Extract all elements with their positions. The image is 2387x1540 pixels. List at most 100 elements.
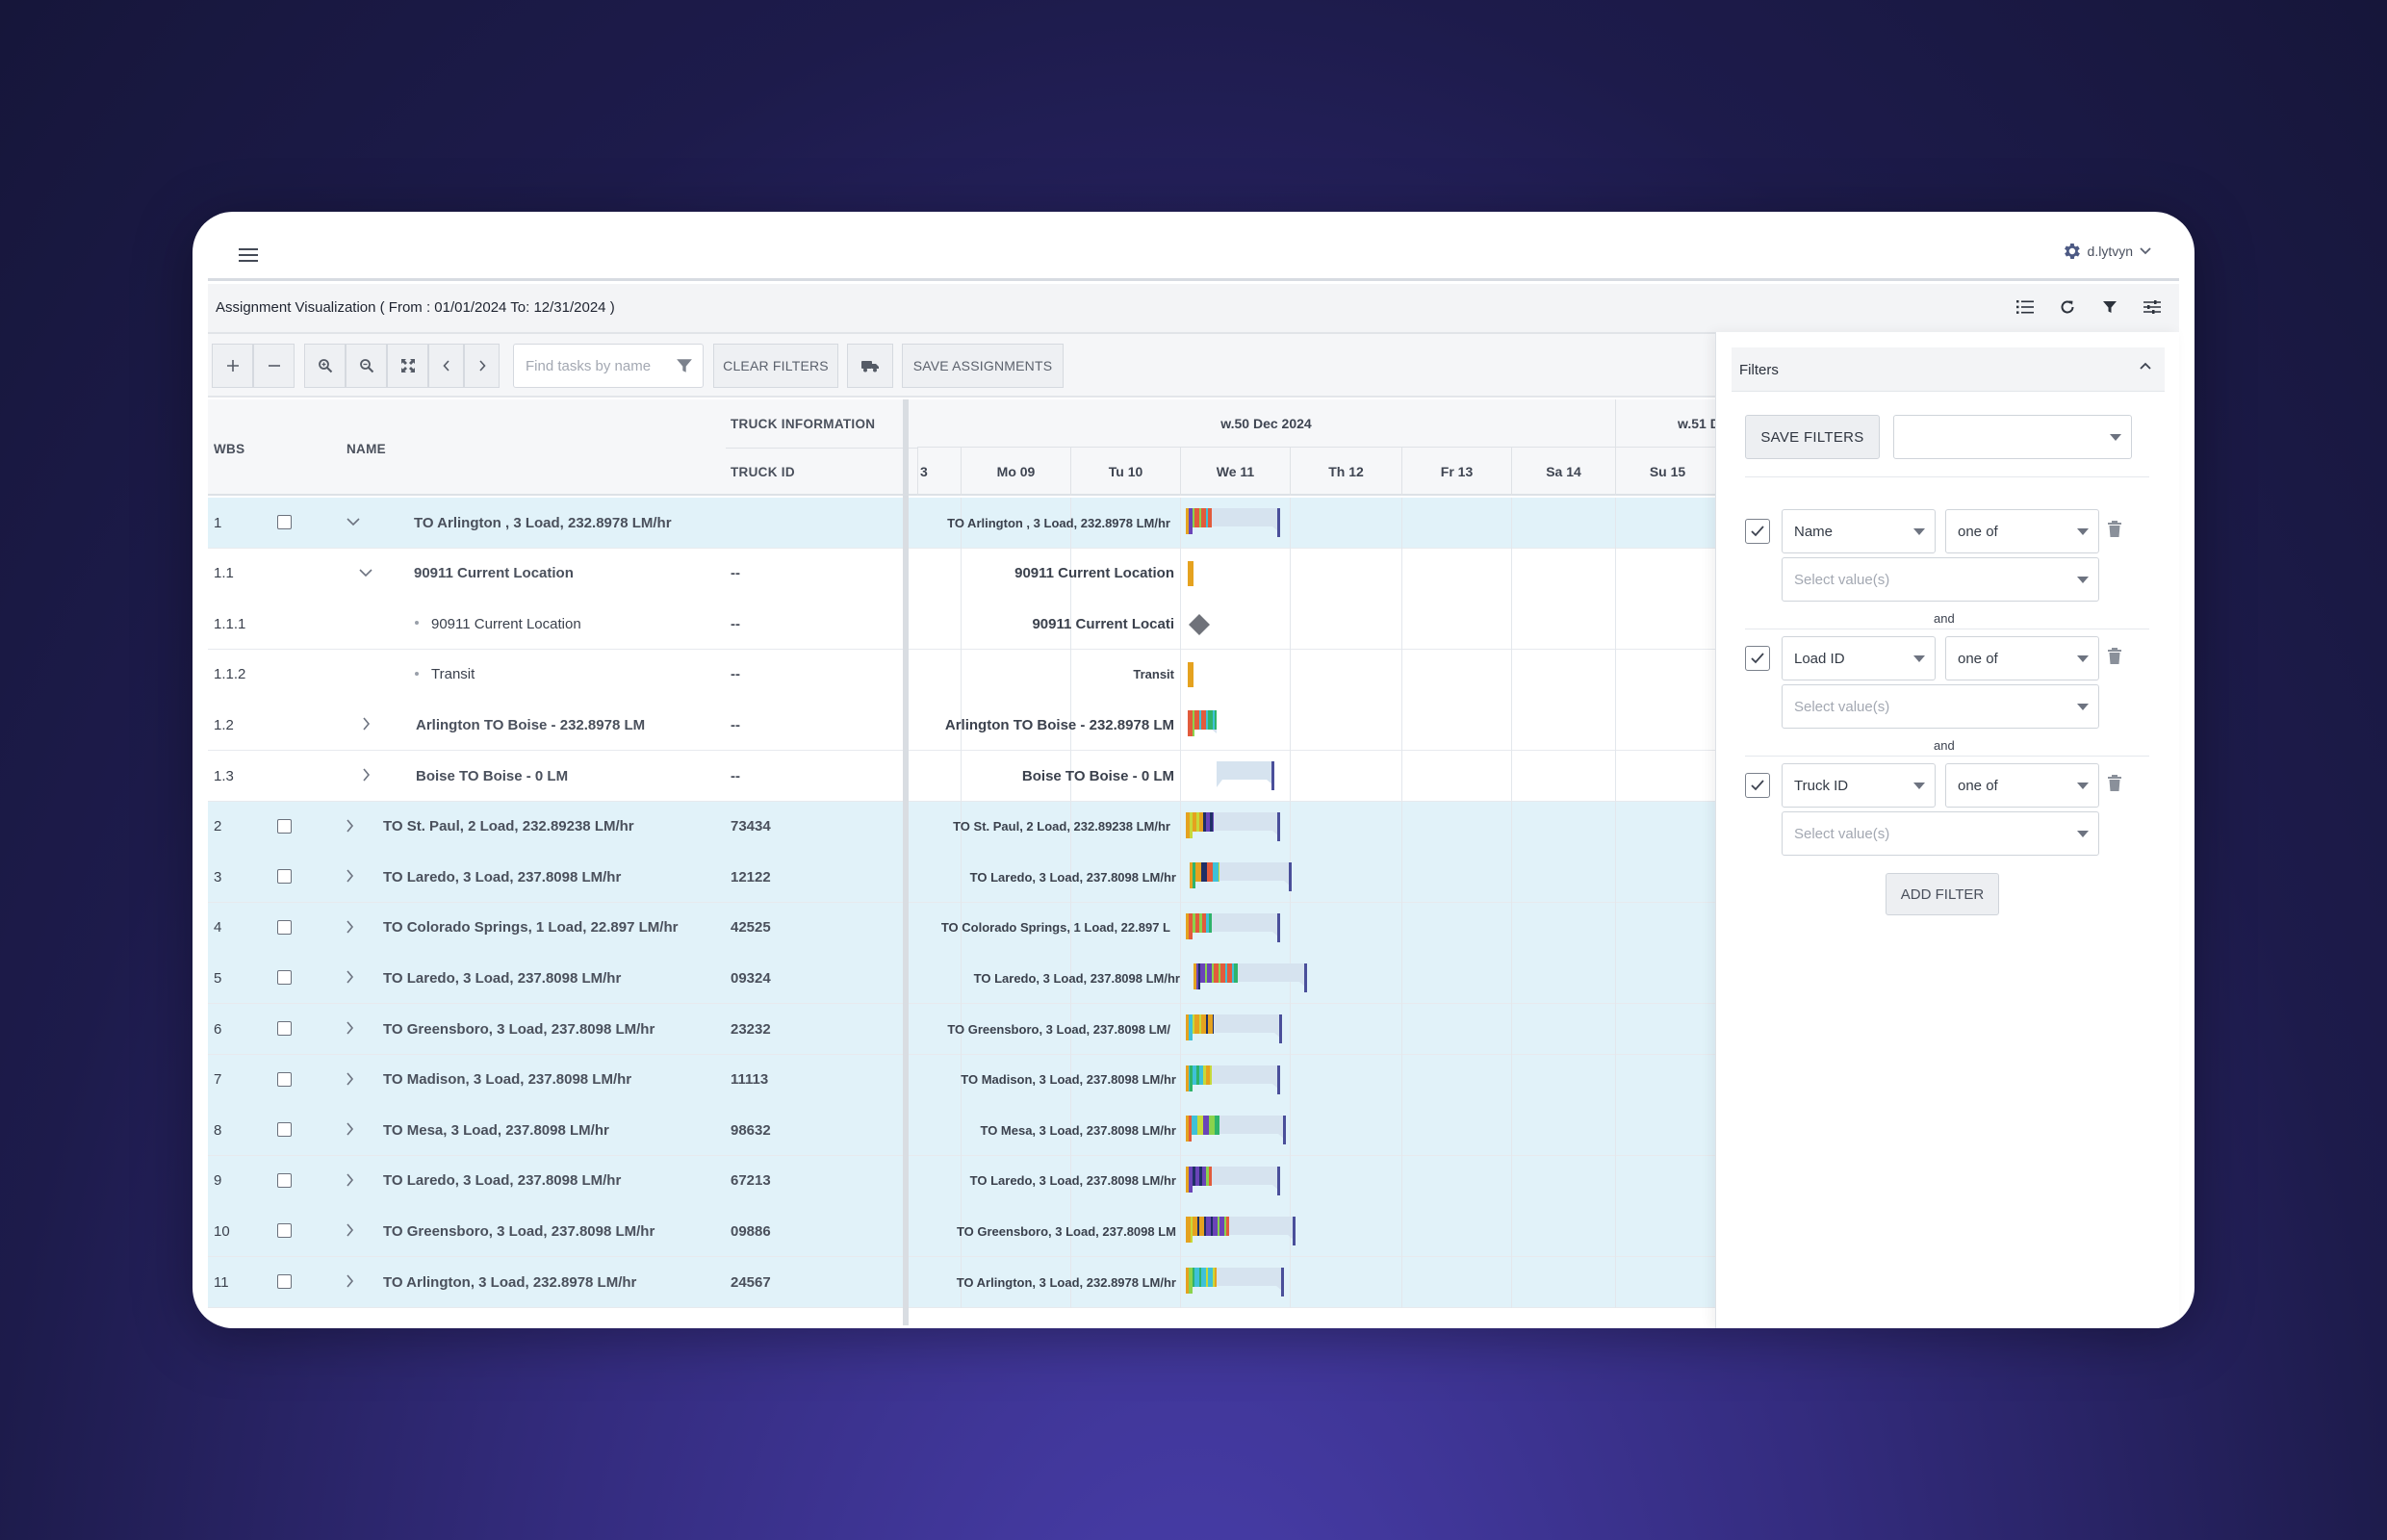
summary-bar[interactable]	[1190, 862, 1292, 892]
table-row[interactable]: 11 TO Arlington, 3 Load, 232.8978 LM/hr 24…	[208, 1257, 1719, 1308]
name-column-header[interactable]: NAME	[346, 442, 386, 456]
next-button[interactable]	[464, 344, 500, 388]
filter-icon[interactable]	[676, 357, 693, 374]
chevron-right-icon[interactable]	[341, 815, 358, 836]
filter-values-select[interactable]: Select value(s)	[1782, 557, 2099, 602]
chevron-right-icon[interactable]	[341, 966, 358, 988]
table-row[interactable]: 10 TO Greensboro, 3 Load, 237.8098 LM/hr 0…	[208, 1206, 1719, 1258]
task-name[interactable]: TO Laredo, 3 Load, 237.8098 LM/hr	[383, 868, 622, 886]
chevron-down-icon[interactable]	[357, 562, 374, 583]
filter-values-select[interactable]: Select value(s)	[1782, 811, 2099, 856]
table-row[interactable]: 5 TO Laredo, 3 Load, 237.8098 LM/hr 09324 T…	[208, 953, 1719, 1005]
task-name[interactable]: TO Greensboro, 3 Load, 237.8098 LM/hr	[383, 1222, 655, 1240]
row-checkbox[interactable]	[277, 818, 292, 834]
task-name[interactable]: TO Laredo, 3 Load, 237.8098 LM/hr	[383, 1172, 622, 1190]
refresh-icon[interactable]	[2058, 297, 2077, 317]
task-name[interactable]: 90911 Current Location	[414, 565, 574, 582]
row-checkbox[interactable]	[277, 1172, 292, 1188]
row-checkbox[interactable]	[277, 970, 292, 986]
table-row[interactable]: 1.1.1 90911 Current Location -- 90911 Curre…	[208, 599, 1719, 651]
row-checkbox[interactable]	[277, 515, 292, 529]
chevron-down-icon[interactable]	[345, 511, 362, 532]
saved-filter-select[interactable]	[1893, 415, 2132, 459]
summary-bar[interactable]	[1186, 811, 1280, 841]
user-menu[interactable]: d.lytvyn	[2061, 241, 2152, 262]
filter-values-select[interactable]: Select value(s)	[1782, 684, 2099, 729]
row-checkbox[interactable]	[277, 1122, 292, 1138]
task-name[interactable]: Arlington TO Boise - 232.8978 LM	[416, 716, 646, 733]
task-name[interactable]: TO Arlington, 3 Load, 232.8978 LM/hr	[383, 1273, 637, 1291]
table-row[interactable]: 9 TO Laredo, 3 Load, 237.8098 LM/hr 67213 T…	[208, 1155, 1719, 1207]
summary-bar[interactable]	[1186, 508, 1280, 537]
chevron-right-icon[interactable]	[341, 1270, 358, 1292]
save-filters-button[interactable]: SAVE FILTERS	[1745, 415, 1880, 459]
trash-icon[interactable]	[2107, 648, 2124, 667]
task-name[interactable]: TO St. Paul, 2 Load, 232.89238 LM/hr	[383, 818, 634, 835]
summary-bar[interactable]	[1186, 1217, 1296, 1246]
chevron-right-icon[interactable]	[341, 1118, 358, 1140]
table-row[interactable]: 4 TO Colorado Springs, 1 Load, 22.897 LM/…	[208, 902, 1719, 954]
trash-icon[interactable]	[2107, 521, 2124, 540]
add-filter-button[interactable]: ADD FILTER	[1886, 873, 1999, 915]
row-checkbox[interactable]	[277, 1274, 292, 1289]
summary-bar[interactable]	[1217, 761, 1274, 790]
task-name[interactable]: 90911 Current Location	[431, 615, 581, 632]
chevron-right-icon[interactable]	[357, 764, 374, 785]
task-name[interactable]: Transit	[431, 666, 475, 683]
task-name[interactable]: TO Mesa, 3 Load, 237.8098 LM/hr	[383, 1121, 609, 1139]
table-row[interactable]: 6 TO Greensboro, 3 Load, 237.8098 LM/hr 23…	[208, 1004, 1719, 1055]
previous-button[interactable]	[428, 344, 464, 388]
task-name[interactable]: TO Madison, 3 Load, 237.8098 LM/hr	[383, 1071, 632, 1089]
milestone-marker[interactable]	[1188, 613, 1210, 636]
table-row[interactable]: 2 TO St. Paul, 2 Load, 232.89238 LM/hr 734…	[208, 801, 1719, 853]
filter-operator-select[interactable]: one of	[1945, 763, 2099, 808]
table-row[interactable]: 1.1 90911 Current Location -- 90911 Current…	[208, 548, 1719, 600]
filter-enabled-checkbox[interactable]	[1745, 519, 1770, 544]
filter-icon[interactable]	[2100, 297, 2119, 317]
trash-icon[interactable]	[2107, 775, 2124, 794]
filter-operator-select[interactable]: one of	[1945, 636, 2099, 680]
row-checkbox[interactable]	[277, 1223, 292, 1239]
filter-field-select[interactable]: Name	[1782, 509, 1936, 553]
zoom-to-fit-button[interactable]	[387, 344, 428, 388]
table-row[interactable]: 1.3 Boise TO Boise - 0 LM -- Boise TO Boise…	[208, 751, 1719, 802]
task-name[interactable]: Boise TO Boise - 0 LM	[416, 767, 569, 784]
row-checkbox[interactable]	[277, 1021, 292, 1036]
row-checkbox[interactable]	[277, 919, 292, 935]
filter-enabled-checkbox[interactable]	[1745, 773, 1770, 798]
task-bar[interactable]	[1188, 560, 1194, 586]
truck-id-column-header[interactable]: TRUCK ID	[731, 465, 795, 479]
truck-button[interactable]	[847, 344, 893, 388]
wbs-column-header[interactable]: WBS	[214, 442, 245, 456]
summary-bar[interactable]	[1186, 1116, 1286, 1145]
remove-task-button[interactable]	[253, 344, 295, 388]
filter-field-select[interactable]: Load ID	[1782, 636, 1936, 680]
chevron-right-icon[interactable]	[341, 1169, 358, 1191]
chevron-right-icon[interactable]	[341, 1017, 358, 1039]
search-input[interactable]	[514, 345, 668, 387]
task-name[interactable]: TO Colorado Springs, 1 Load, 22.897 LM/h…	[383, 919, 679, 937]
chevron-right-icon[interactable]	[357, 713, 374, 734]
grid-splitter[interactable]	[903, 399, 909, 1325]
table-row[interactable]: 8 TO Mesa, 3 Load, 237.8098 LM/hr 98632 TO …	[208, 1105, 1719, 1157]
summary-bar[interactable]	[1186, 1166, 1280, 1195]
task-bar[interactable]	[1188, 661, 1194, 687]
filter-operator-select[interactable]: one of	[1945, 509, 2099, 553]
filter-field-select[interactable]: Truck ID	[1782, 763, 1936, 808]
summary-bar[interactable]	[1186, 912, 1280, 942]
list-view-icon[interactable]	[2015, 297, 2035, 317]
summary-bar[interactable]	[1188, 710, 1217, 737]
chevron-right-icon[interactable]	[341, 1068, 358, 1090]
table-row[interactable]: 3 TO Laredo, 3 Load, 237.8098 LM/hr 12122 T…	[208, 852, 1719, 904]
table-row[interactable]: 1.1.2 Transit -- Transit	[208, 649, 1719, 701]
chevron-right-icon[interactable]	[341, 1219, 358, 1241]
chevron-right-icon[interactable]	[341, 916, 358, 937]
chevron-right-icon[interactable]	[341, 865, 358, 886]
summary-bar[interactable]	[1186, 1065, 1280, 1094]
menu-icon[interactable]	[239, 248, 258, 262]
table-row[interactable]: 1.2 Arlington TO Boise - 232.8978 LM -- Arl…	[208, 700, 1719, 752]
add-task-button[interactable]	[212, 344, 253, 388]
zoom-out-button[interactable]	[346, 344, 387, 388]
row-checkbox[interactable]	[277, 869, 292, 885]
zoom-in-button[interactable]	[304, 344, 346, 388]
